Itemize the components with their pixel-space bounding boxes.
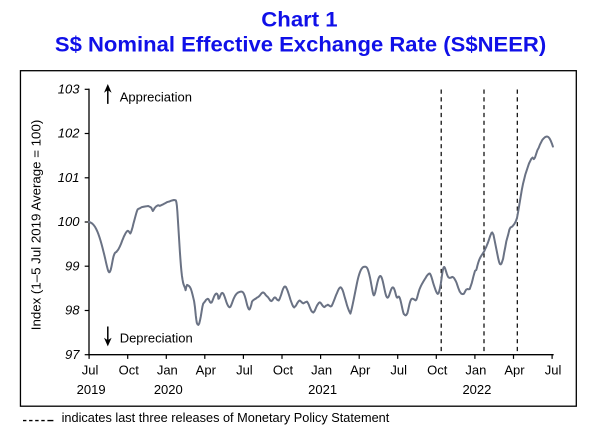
svg-text:2022: 2022 xyxy=(462,382,491,397)
svg-text:Oct: Oct xyxy=(273,363,294,378)
svg-text:101: 101 xyxy=(58,170,80,185)
svg-text:100: 100 xyxy=(58,214,80,229)
svg-text:2021: 2021 xyxy=(308,382,337,397)
svg-text:98: 98 xyxy=(65,303,80,318)
svg-text:S$ Nominal Effective Exchange: S$ Nominal Effective Exchange Rate (S$NE… xyxy=(55,34,546,57)
svg-text:Oct: Oct xyxy=(427,363,448,378)
svg-text:102: 102 xyxy=(58,126,80,141)
svg-text:Jul: Jul xyxy=(390,363,407,378)
svg-text:Jan: Jan xyxy=(465,363,486,378)
svg-text:Apr: Apr xyxy=(196,363,217,378)
svg-text:97: 97 xyxy=(65,347,80,362)
svg-text:Oct: Oct xyxy=(119,363,140,378)
svg-text:2019: 2019 xyxy=(77,382,106,397)
svg-text:Index (1–5 Jul 2019 Average =: Index (1–5 Jul 2019 Average = 100) xyxy=(29,120,44,331)
svg-text:indicates last three releases: indicates last three releases of Monetar… xyxy=(62,410,390,425)
svg-text:103: 103 xyxy=(58,82,80,97)
svg-text:Chart 1: Chart 1 xyxy=(261,9,338,32)
svg-text:99: 99 xyxy=(65,258,79,273)
svg-text:Appreciation: Appreciation xyxy=(120,89,192,104)
svg-text:Jul: Jul xyxy=(82,363,99,378)
svg-text:2020: 2020 xyxy=(154,382,183,397)
svg-text:Apr: Apr xyxy=(350,363,371,378)
svg-text:Jan: Jan xyxy=(311,363,332,378)
svg-text:Depreciation: Depreciation xyxy=(120,330,193,345)
svg-text:Jul: Jul xyxy=(545,363,562,378)
svg-text:Apr: Apr xyxy=(504,363,525,378)
svg-text:Jan: Jan xyxy=(157,363,178,378)
svg-text:Jul: Jul xyxy=(236,363,253,378)
